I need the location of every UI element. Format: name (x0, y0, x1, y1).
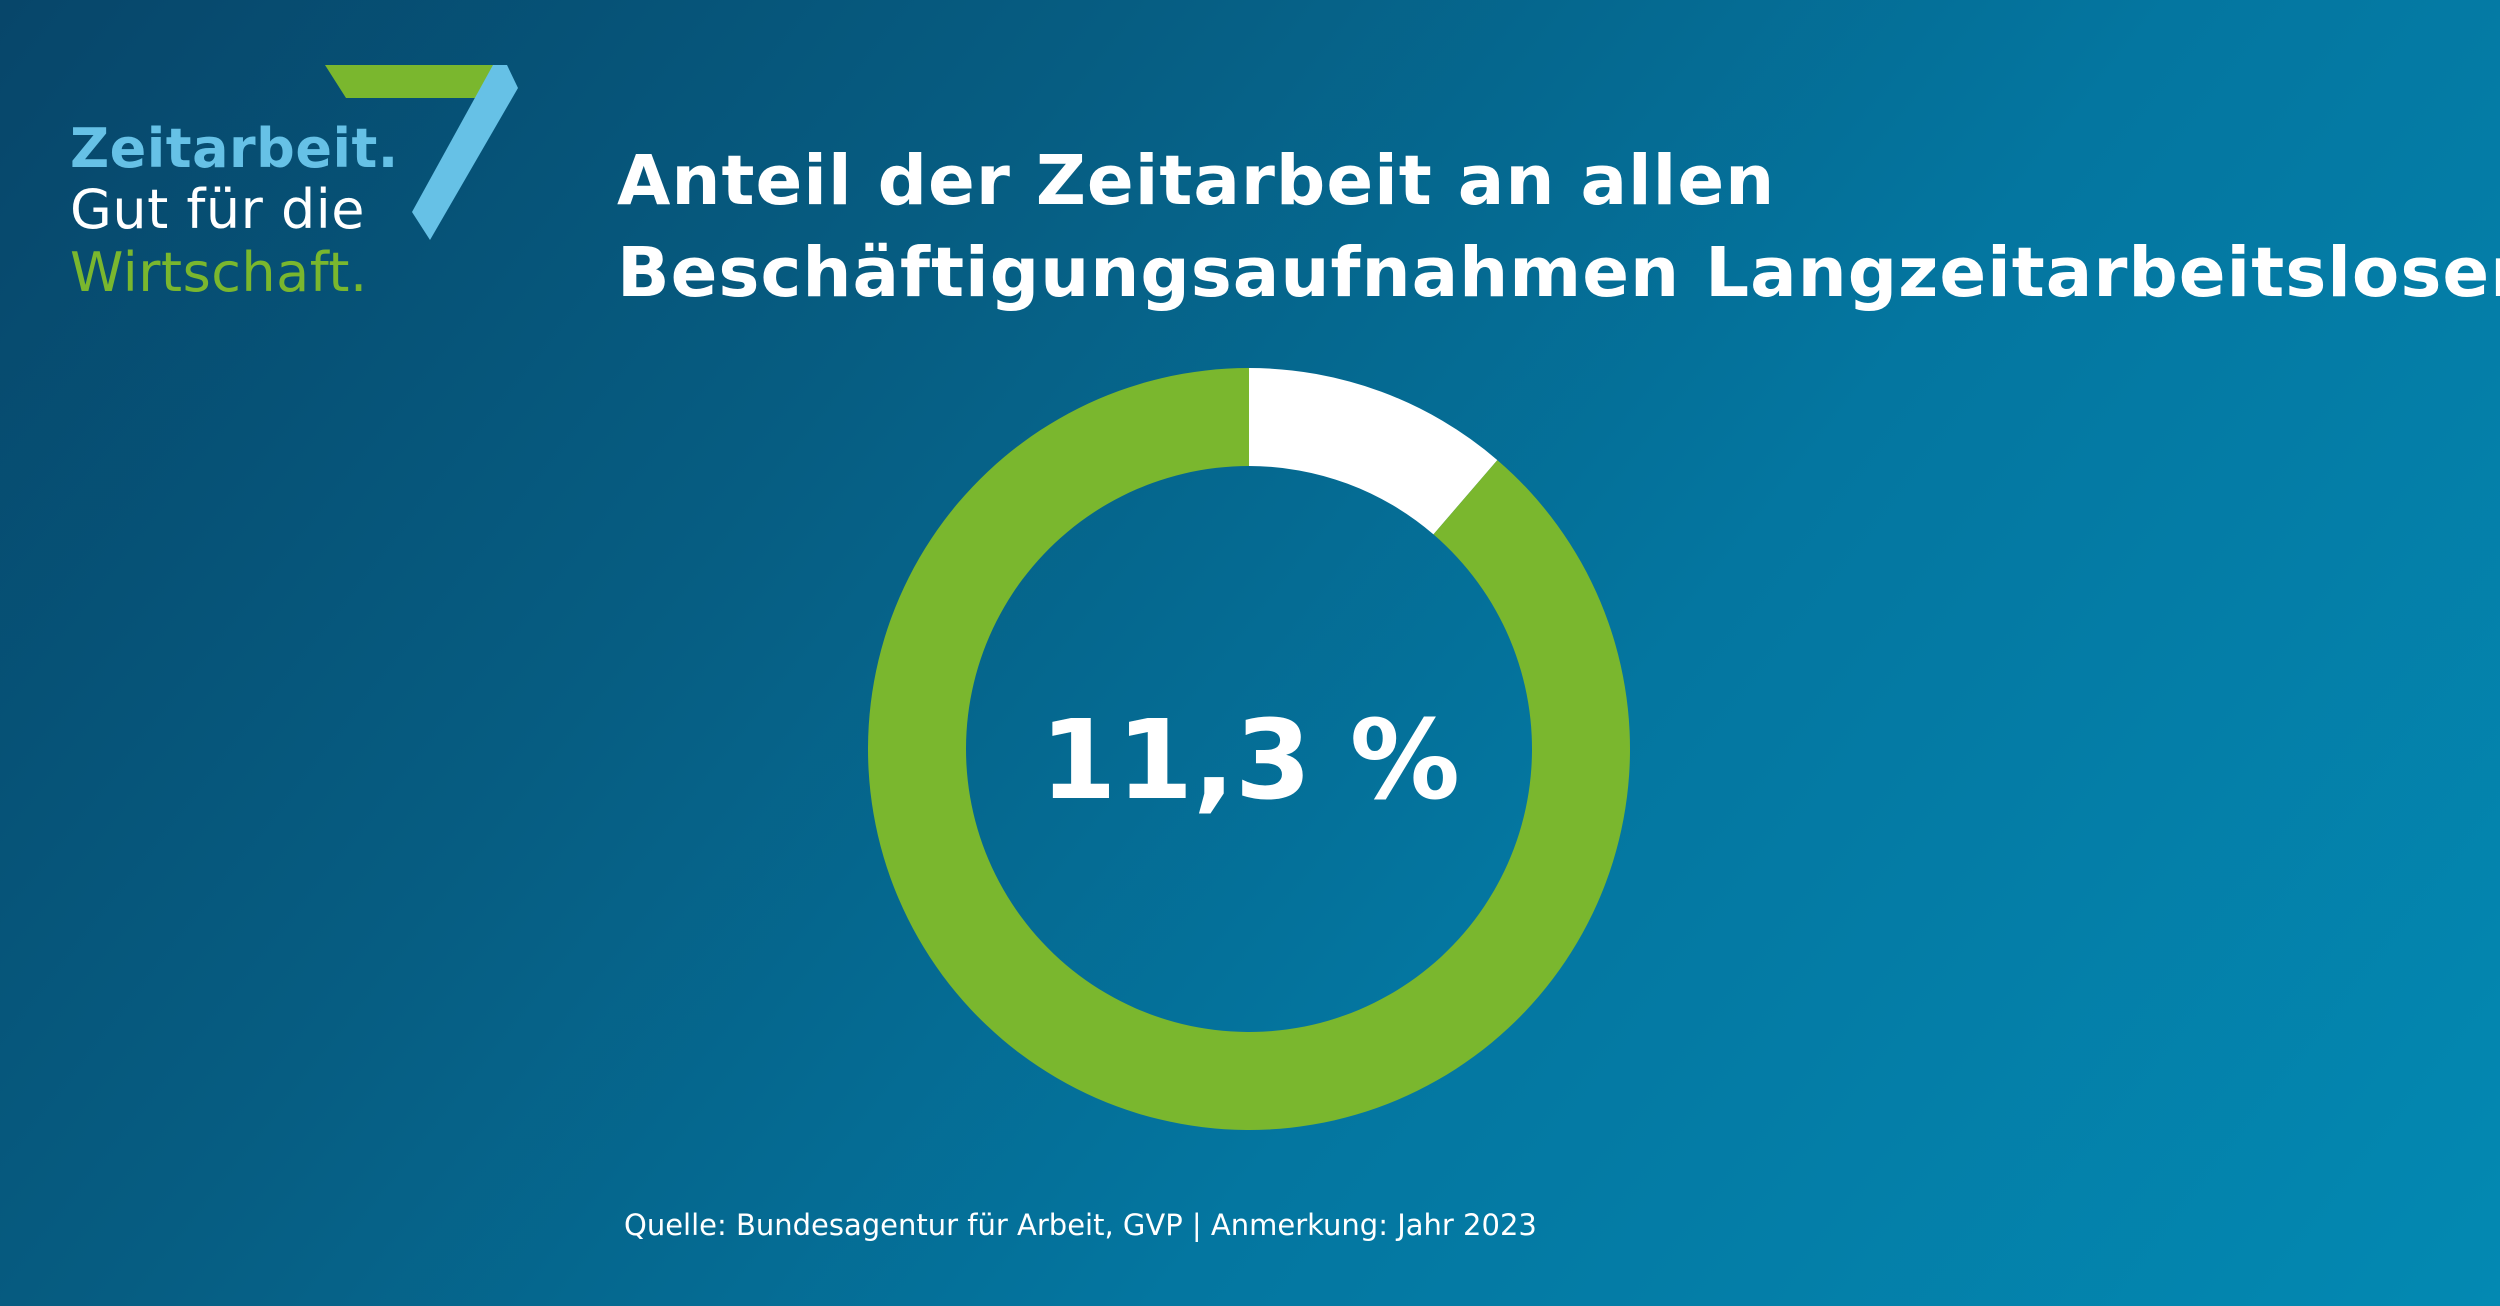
logo-text-wirtschaft: Wirtschaft. (70, 241, 368, 304)
seven-top-bar (325, 65, 507, 98)
chart-title-line-1: Anteil der Zeitarbeit an allen (617, 141, 1776, 221)
brand-logo: Zeitarbeit. Gut für die Wirtschaft. (0, 0, 560, 330)
logo-text-gut-fuer-die: Gut für die (70, 178, 366, 241)
donut-center-value: 11,3 % (1040, 696, 1460, 824)
seven-logo-icon (325, 65, 518, 240)
donut-slice-1 (1249, 368, 1498, 535)
source-note: Quelle: Bundesagentur für Arbeit, GVP | … (624, 1208, 1537, 1242)
chart-title-line-2: Beschäftigungsaufnahmen Langzeitarbeitsl… (617, 233, 2500, 313)
logo-text-zeitarbeit: Zeitarbeit. (70, 117, 399, 180)
seven-diagonal (412, 65, 518, 240)
chart-title: Anteil der Zeitarbeit an allen Beschäfti… (617, 135, 2500, 319)
